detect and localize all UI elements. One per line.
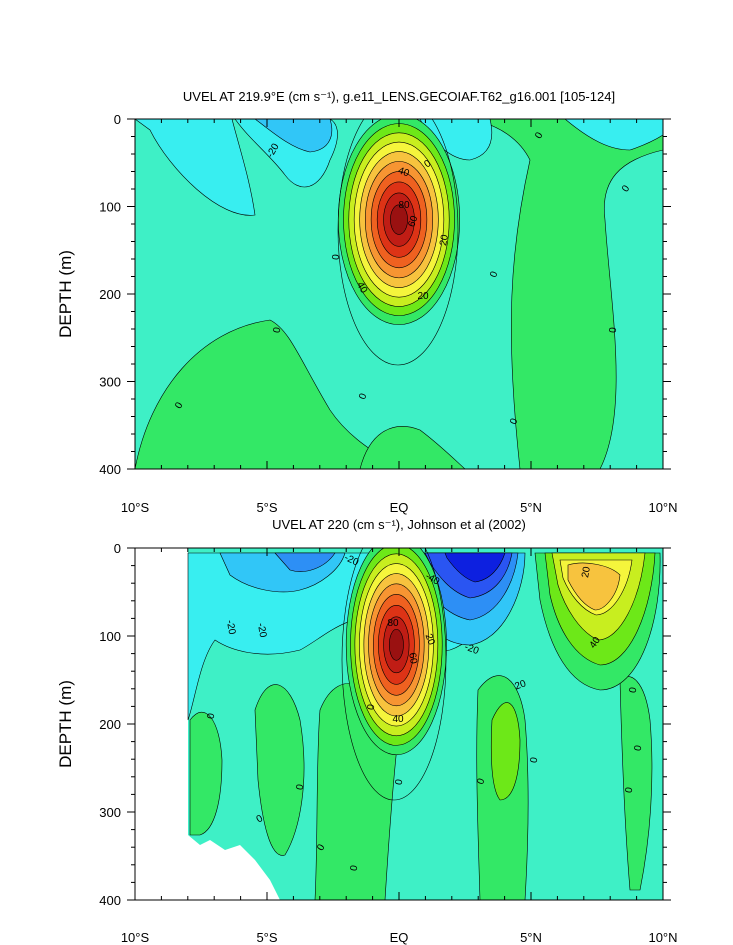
x-tick-label: 10°N (648, 930, 677, 945)
contour-label: 0 (529, 756, 541, 764)
y-axis-label: DEPTH (m) (56, 680, 75, 768)
contour-line-zero (341, 548, 447, 801)
contour-label: 0 (488, 270, 500, 279)
contour-label: 20 (417, 291, 429, 302)
contour-label: 0 (315, 842, 328, 853)
contour-label: 0 (608, 326, 619, 333)
x-tick-label: 10°S (121, 930, 150, 945)
y-tick-label: 400 (99, 893, 121, 908)
contour-label: 60 (406, 214, 420, 229)
contour-line-zero (337, 119, 459, 366)
chart-title: UVEL AT 219.9°E (cm s⁻¹), g.e11_LENS.GEC… (183, 89, 615, 104)
contour-label: 0 (206, 712, 218, 720)
contour-label: -20 (224, 619, 237, 636)
contour-label: 0 (633, 744, 645, 752)
contour-label: 40 (354, 280, 369, 296)
positive-band-far-west (189, 711, 223, 836)
contour-label: 20 (513, 678, 528, 692)
y-tick-label: 0 (114, 541, 121, 556)
contour-label: 20 (438, 233, 451, 246)
y-tick-label: 300 (99, 375, 121, 390)
contour-label: 0 (366, 703, 378, 711)
contour-label: 0 (295, 783, 307, 791)
euc-core-level-100 (390, 204, 408, 235)
contour-label: 0 (624, 786, 636, 794)
y-axis-label: DEPTH (m) (56, 250, 75, 338)
chart-title: UVEL AT 220 (cm s⁻¹), Johnson et al (200… (272, 517, 526, 532)
euc-core-level-100 (388, 628, 404, 661)
contour-label: 0 (422, 158, 433, 170)
y-tick-label: 100 (99, 200, 121, 215)
contour-label: 0 (331, 253, 342, 260)
positive-region-deep (359, 426, 466, 469)
negative-region-far-west (135, 119, 256, 216)
y-tick-label: 200 (99, 717, 121, 732)
contour-label: 0 (349, 864, 361, 872)
positive-band-far-east (619, 676, 653, 891)
x-tick-label: 5°S (256, 500, 277, 515)
contour-label: 20 (423, 632, 437, 647)
x-tick-label: EQ (390, 500, 409, 515)
sec-level-minus-50 (444, 552, 506, 583)
contour-label: 0 (173, 400, 186, 411)
contour-label: 40 (392, 714, 404, 725)
contour-label: 0 (255, 813, 266, 826)
x-tick-label: 5°S (256, 930, 277, 945)
contour-label: 80 (398, 200, 410, 211)
contour-field (135, 119, 663, 469)
contour-label: 0 (475, 777, 487, 786)
contour-label: 0 (620, 183, 632, 194)
x-tick-label: 10°N (648, 500, 677, 515)
contour-label: 0 (357, 392, 369, 401)
contour-field (135, 548, 663, 900)
y-tick-label: 200 (99, 287, 121, 302)
no-data-region (135, 548, 280, 900)
contour-label: 60 (406, 652, 419, 665)
contour-label: 0 (628, 686, 640, 694)
contour-label: 40 (396, 165, 411, 179)
contour-label: -20 (255, 622, 268, 639)
contour-label: 0 (272, 326, 284, 334)
y-tick-label: 100 (99, 629, 121, 644)
negative-region-core-west (254, 119, 333, 153)
positive-patch-east (490, 702, 521, 801)
negative-layer-minus-30 (274, 552, 336, 572)
contour-label: 80 (387, 618, 399, 629)
contour-label: -20 (463, 642, 481, 657)
y-tick-label: 300 (99, 805, 121, 820)
negative-region-ne (564, 119, 663, 151)
necc-level-50 (567, 562, 621, 611)
x-tick-label: EQ (390, 930, 409, 945)
contour-label: 0 (508, 417, 520, 426)
y-tick-label: 400 (99, 462, 121, 477)
x-tick-label: 10°S (121, 500, 150, 515)
y-tick-label: 0 (114, 112, 121, 127)
positive-band-west (254, 684, 305, 856)
contour-label: 20 (580, 565, 593, 578)
contour-label: 0 (394, 778, 406, 786)
contour-label: 0 (533, 130, 546, 141)
x-tick-label: 5°N (520, 930, 542, 945)
positive-region-sw (135, 319, 401, 469)
x-tick-label: 5°N (520, 500, 542, 515)
